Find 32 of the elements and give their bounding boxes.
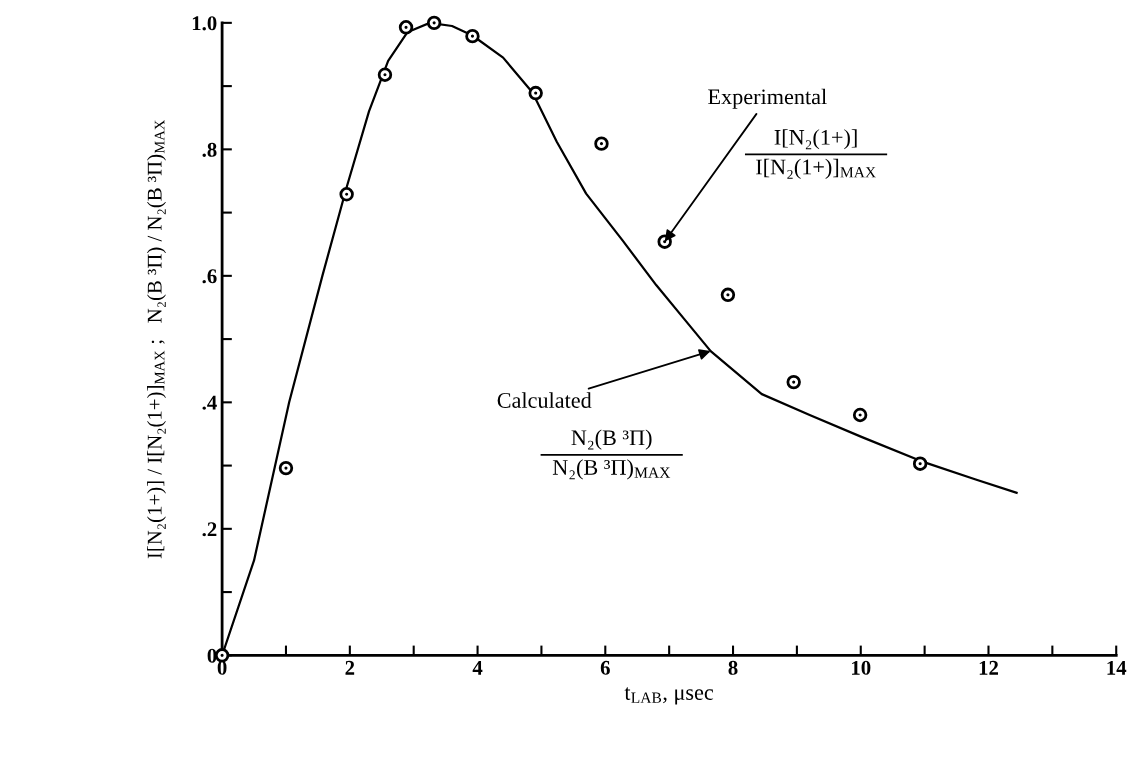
x-tick-label: 14 xyxy=(1107,660,1127,675)
y-tick-label: .8 xyxy=(202,142,217,157)
y-tick-label: .6 xyxy=(202,269,217,284)
point xyxy=(377,67,393,82)
point xyxy=(528,85,543,101)
x-tick-label: 2 xyxy=(345,660,355,675)
x-axis-title: t$_{LAB}$, μsec xyxy=(624,687,714,705)
point xyxy=(426,15,442,31)
annotation: I[N₂(1+)]$_{MAX}$ xyxy=(756,158,876,179)
x-tick-label: 10 xyxy=(852,660,871,675)
point xyxy=(594,136,609,151)
x-tick-label: 8 xyxy=(728,660,738,675)
point xyxy=(786,374,801,390)
x-tick-label: 4 xyxy=(472,660,483,675)
y-tick-label: .4 xyxy=(202,395,217,410)
annotation: N₂(B ³Π) xyxy=(571,429,652,450)
point xyxy=(339,187,354,202)
y-axis-title: I[N₂(1+)] / I[N₂(1+)]$_{MAX}$ ; N₂(B ³Π) / N₂(B ³Π)$_{MAX}$ xyxy=(147,119,166,559)
y-tick-label: 1.0 xyxy=(192,16,217,31)
annotation: Calculated xyxy=(497,392,592,408)
point xyxy=(852,407,868,423)
y-tick-label: .2 xyxy=(202,522,217,537)
x-tick-label: 6 xyxy=(600,660,610,675)
point xyxy=(912,456,928,471)
point xyxy=(720,287,736,303)
annotation: N₂(B ³Π)$_{MAX}$ xyxy=(552,459,671,480)
point xyxy=(398,20,414,35)
annotation: I[N₂(1+)] xyxy=(774,129,857,150)
y-tick-label: 0 xyxy=(207,648,217,663)
point xyxy=(278,460,294,476)
annotation: Experimental xyxy=(708,88,827,109)
x-tick-label: 12 xyxy=(979,660,999,675)
